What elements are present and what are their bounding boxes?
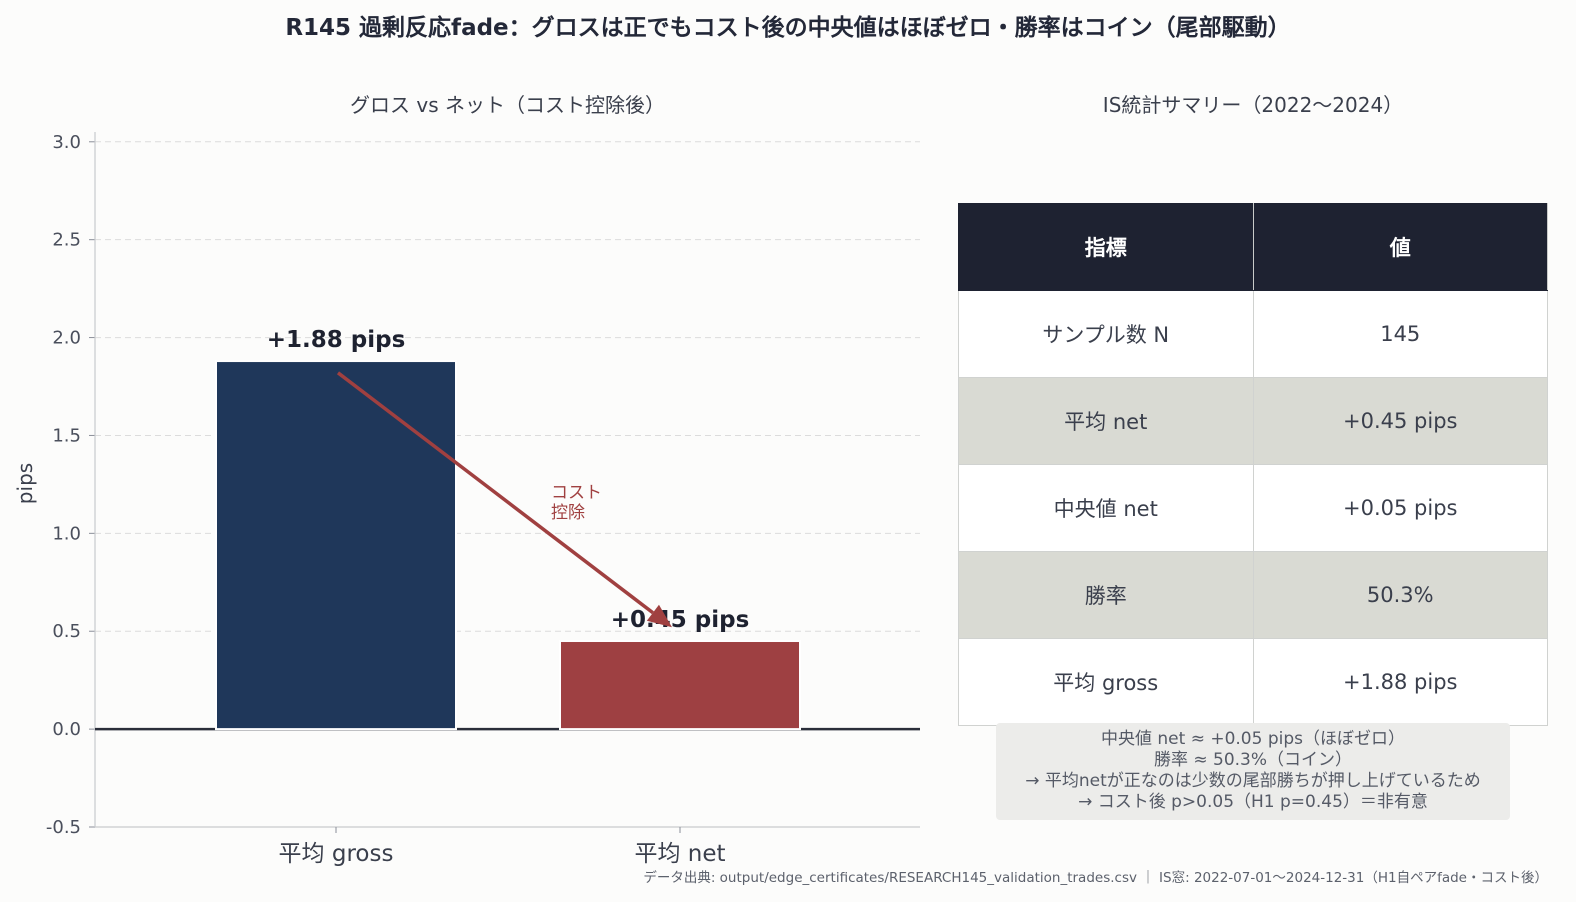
data-label: +0.45 pips [611, 607, 750, 633]
cell-value: +0.45 pips [1252, 377, 1548, 465]
header-value: 値 [1252, 203, 1548, 291]
y-tick-label: -0.5 [46, 817, 81, 838]
note-line: → 平均netが正なのは少数の尾部勝ちが押し上げているため [1025, 771, 1481, 791]
x-tick-label: 平均 net [634, 841, 725, 867]
cell-value: 50.3% [1252, 551, 1548, 639]
y-tick-label: 2.5 [52, 230, 81, 251]
cell-metric: 勝率 [958, 551, 1254, 639]
x-tick-label: 平均 gross [279, 841, 394, 867]
y-tick-label: 1.5 [52, 425, 81, 446]
table-row: 中央値 net +0.05 pips [958, 464, 1548, 552]
table-row: サンプル数 N 145 [958, 290, 1548, 378]
table-title: IS統計サマリー（2022〜2024） [1102, 93, 1404, 117]
table-row: 平均 net +0.45 pips [958, 377, 1548, 465]
table-row: 勝率 50.3% [958, 551, 1548, 639]
annotation-label: コスト [551, 483, 602, 503]
note-line: 中央値 net ≈ +0.05 pips（ほぼゼロ） [1100, 729, 1406, 749]
page-title: R145 過剰反応fade：グロスは正でもコスト後の中央値はほぼゼロ・勝率はコイ… [285, 15, 1291, 41]
cell-value: +1.88 pips [1252, 638, 1548, 726]
note-line: 勝率 ≈ 50.3%（コイン） [1153, 750, 1353, 770]
y-axis-label: pips [13, 463, 37, 504]
y-tick-label: 3.0 [52, 132, 81, 153]
bar-gross [215, 360, 457, 731]
annotation-arrowhead [646, 604, 672, 628]
y-tick-label: 2.0 [52, 328, 81, 349]
stats-table: 指標 値 サンプル数 N 145 平均 net +0.45 pips 中央値 n… [958, 203, 1548, 726]
note-line: → コスト後 p>0.05（H1 p=0.45）＝非有意 [1078, 792, 1428, 812]
bar-chart: -0.5 0.0 0.5 1.0 1.5 2.0 2.5 3.0 +1.88 pips 平均 gr… [13, 132, 920, 867]
chart-title: グロス vs ネット（コスト控除後） [350, 93, 665, 117]
source-note: データ出典: output/edge_certificates/RESEARCH… [643, 870, 1548, 886]
y-tick-label: 0.5 [52, 621, 81, 642]
cell-metric: 中央値 net [958, 464, 1254, 552]
table-row: 平均 gross +1.88 pips [958, 638, 1548, 726]
cell-metric: サンプル数 N [958, 290, 1254, 378]
bar-net [559, 640, 801, 731]
cell-metric: 平均 gross [958, 638, 1254, 726]
cell-value: +0.05 pips [1252, 464, 1548, 552]
data-label: +1.88 pips [267, 327, 406, 353]
header-metric: 指標 [958, 203, 1254, 291]
cell-metric: 平均 net [958, 377, 1254, 465]
note-box: 中央値 net ≈ +0.05 pips（ほぼゼロ） 勝率 ≈ 50.3%（コイ… [996, 723, 1510, 820]
annotation-arrow [336, 371, 654, 615]
table-header-row: 指標 値 [958, 203, 1548, 291]
cell-value: 145 [1252, 290, 1548, 378]
y-tick-label: 1.0 [52, 523, 81, 544]
annotation-label: 控除 [551, 503, 585, 523]
y-tick-label: 0.0 [52, 719, 81, 740]
